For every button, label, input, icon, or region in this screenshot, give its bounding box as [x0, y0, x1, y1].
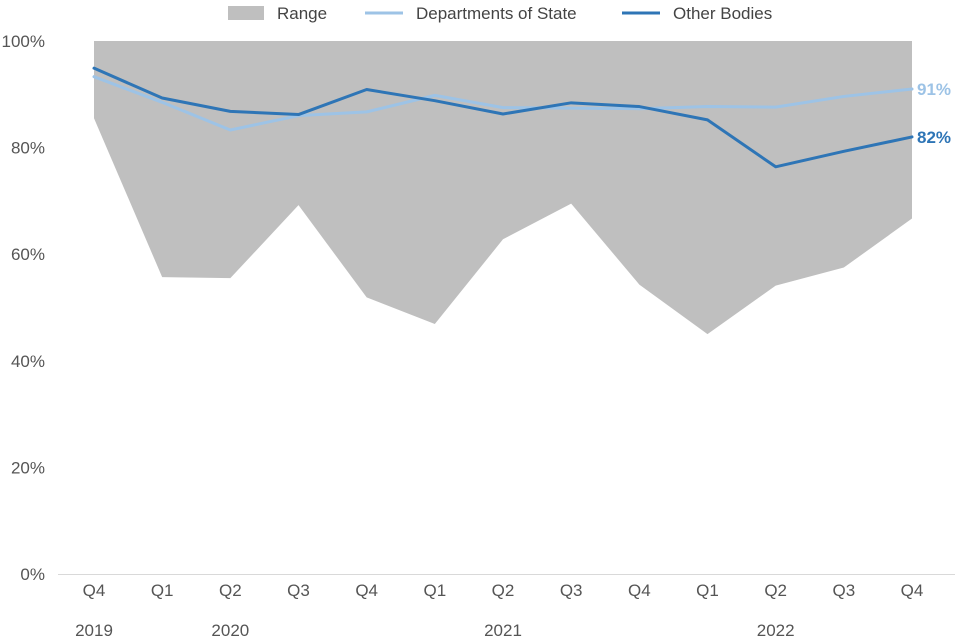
x-tick-label: Q2: [492, 581, 515, 600]
x-tick-label: Q3: [832, 581, 855, 600]
y-tick-label: 80%: [11, 139, 45, 158]
x-axis: Q4 Q1 Q2 Q3 Q4 Q1 Q2 Q3 Q4 Q1 Q2 Q3 Q4 2019 2020 2021 20…: [58, 574, 955, 640]
legend-label: Departments of State: [416, 4, 577, 23]
y-axis: 0% 20% 40% 60% 80% 100%: [2, 32, 45, 584]
x-tick-label: Q4: [901, 581, 924, 600]
y-tick-label: 20%: [11, 458, 45, 477]
y-tick-label: 0%: [20, 565, 45, 584]
departments-of-state-line: [92, 75, 914, 132]
y-tick-label: 60%: [11, 245, 45, 264]
legend-swatch-range: [228, 6, 264, 20]
year-label: 2021: [484, 621, 522, 640]
legend: Range Departments of State Other Bodies: [228, 4, 772, 23]
other-bodies-line: [92, 66, 914, 169]
plot-area: [92, 41, 914, 335]
year-label: 2019: [75, 621, 113, 640]
x-tick-label: Q2: [219, 581, 242, 600]
end-labels: 91% 82%: [917, 80, 951, 147]
x-tick-label: Q4: [355, 581, 378, 600]
x-tick-label: Q2: [764, 581, 787, 600]
y-tick-label: 100%: [2, 32, 45, 51]
legend-label: Range: [277, 4, 327, 23]
year-label: 2020: [211, 621, 249, 640]
end-label: 91%: [917, 80, 951, 99]
x-tick-label: Q1: [151, 581, 174, 600]
legend-label: Other Bodies: [673, 4, 772, 23]
x-tick-label: Q4: [628, 581, 651, 600]
x-tick-label: Q3: [287, 581, 310, 600]
x-tick-label: Q3: [560, 581, 583, 600]
x-tick-label: Q4: [83, 581, 106, 600]
x-tick-label: Q1: [696, 581, 719, 600]
range-band: [94, 41, 912, 335]
x-tick-label: Q1: [423, 581, 446, 600]
end-label: 82%: [917, 128, 951, 147]
year-label: 2022: [757, 621, 795, 640]
y-tick-label: 40%: [11, 352, 45, 371]
